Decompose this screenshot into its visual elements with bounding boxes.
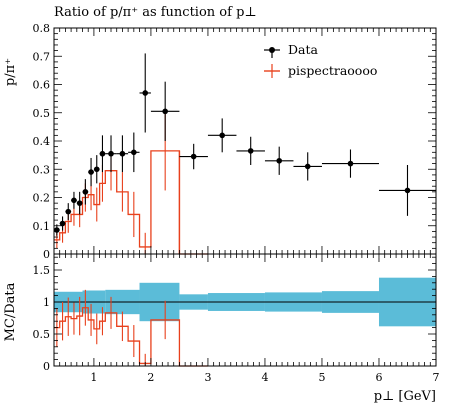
y-axis-label-main: p/π⁺ (3, 58, 18, 86)
mc-histogram-line (54, 150, 208, 255)
main-y-tick-label-0: 0.1 (33, 220, 51, 233)
legend-data-marker (269, 47, 275, 53)
main-y-tick-label-2: 0.3 (33, 163, 51, 176)
x-tick-label-3: 4 (261, 371, 268, 384)
data-point-2 (65, 208, 72, 215)
main-y-tick-label-3: 0.4 (33, 135, 51, 148)
main-y-tick-label-5: 0.6 (33, 79, 51, 92)
data-point-11 (131, 149, 137, 156)
x-tick-label-1: 2 (147, 371, 154, 384)
data-point-1 (59, 220, 66, 227)
data-point-13 (162, 108, 168, 115)
x-tick-label-5: 6 (375, 371, 382, 384)
data-point-10 (119, 150, 126, 157)
chart-title: Ratio of p/π⁺ as function of p⊥ (54, 5, 257, 20)
axes: 1 2 3 4 5 6 7 0.1 0.2 0.3 0.4 0.5 0.6 0.7 0.8 0 0.5 1 1.5 0 (33, 22, 440, 384)
data-point-15 (219, 132, 225, 139)
data-point-5 (82, 189, 89, 195)
x-tick-label-0: 1 (90, 371, 97, 384)
legend: Data pispectraoooo (264, 42, 377, 78)
main-y-tick-label-zero: 0 (43, 248, 50, 261)
x-tick-label-2: 3 (204, 371, 211, 384)
data-point-9 (108, 150, 114, 157)
data-point-14 (190, 153, 197, 160)
ratio-y-tick-label-2: 1.5 (33, 264, 51, 277)
data-point-8 (99, 150, 106, 157)
data-point-16 (247, 148, 254, 154)
data-point-17 (276, 157, 283, 164)
mc-ratio-line (54, 307, 208, 367)
data-point-6 (88, 169, 94, 175)
main-y-tick-label-4: 0.5 (33, 107, 51, 120)
main-y-tick-label-6: 0.7 (33, 50, 51, 63)
data-point-4 (76, 200, 83, 206)
data-point-18 (304, 163, 311, 170)
data-point-7 (93, 166, 100, 173)
y-axis-label-ratio: MC/Data (3, 282, 18, 341)
ratio-y-tick-label-1: 1 (43, 296, 50, 309)
data-point-12 (142, 90, 149, 96)
legend-data-label: Data (288, 42, 318, 57)
x-axis-label: p⊥ [GeV] (374, 389, 436, 404)
main-y-tick-label-1: 0.2 (33, 192, 51, 205)
data-points (54, 53, 436, 236)
data-point-0 (54, 227, 60, 233)
data-point-19 (347, 160, 354, 167)
ratio-y-tick-label-zero: 0 (43, 360, 50, 373)
mc-histogram (54, 111, 208, 255)
ratio-frame (53, 253, 437, 367)
ratio-plot (54, 277, 436, 327)
data-point-3 (71, 197, 77, 204)
x-tick-label-6: 7 (433, 371, 440, 384)
main-y-tick-label-7: 0.8 (33, 22, 51, 35)
ratio-y-tick-label-0: 0.5 (33, 328, 51, 341)
legend-mc-label: pispectraoooo (288, 63, 377, 78)
data-point-20 (404, 187, 411, 194)
x-tick-label-4: 5 (318, 371, 325, 384)
